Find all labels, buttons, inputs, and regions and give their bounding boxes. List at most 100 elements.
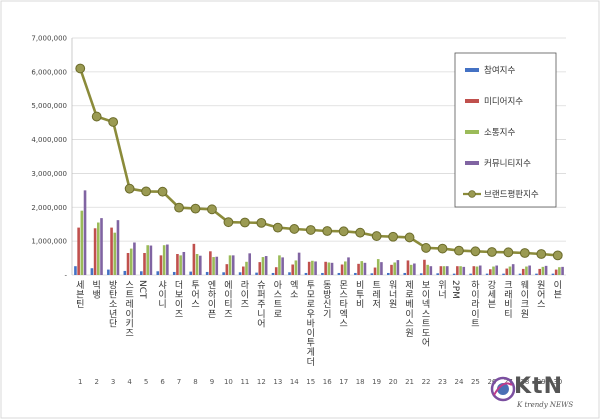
- line-point: [437, 243, 448, 254]
- rank-label: 25: [471, 378, 480, 386]
- rank-label: 10: [224, 378, 233, 386]
- y-tick-label: 3,000,000: [31, 170, 67, 178]
- bar-1: [140, 271, 143, 275]
- category-label: 2PM: [450, 280, 460, 299]
- bar-1: [419, 273, 423, 275]
- legend-label: 미디어지수: [484, 96, 523, 107]
- line-point: [470, 246, 481, 257]
- bar-4: [182, 251, 186, 275]
- bar-2: [357, 263, 360, 275]
- legend-label: 커뮤니티지수: [484, 158, 531, 169]
- brand-index-line: [75, 63, 563, 261]
- bar-4: [462, 266, 466, 275]
- line-point: [141, 186, 152, 197]
- line-point: [371, 231, 382, 241]
- bar-4: [363, 262, 367, 275]
- bar-1: [370, 273, 374, 275]
- bar-2: [390, 264, 393, 275]
- y-tick-label: -: [64, 272, 67, 280]
- bar-2: [406, 260, 410, 275]
- bar-1: [255, 272, 258, 275]
- bar-4: [528, 265, 531, 275]
- rank-label: 8: [193, 378, 197, 386]
- bar-3: [442, 266, 446, 275]
- line-point: [190, 203, 201, 214]
- bar-1: [518, 273, 522, 275]
- bar-4: [297, 252, 301, 275]
- rank-label: 29: [537, 378, 546, 386]
- rank-label: 5: [144, 378, 148, 386]
- bar-1: [403, 272, 407, 275]
- bar-3: [409, 264, 413, 275]
- bar-2: [340, 264, 344, 275]
- bar-3: [80, 210, 84, 275]
- rank-label: 3: [111, 378, 115, 386]
- bar-2: [274, 267, 278, 275]
- line-point: [355, 227, 366, 238]
- bar-3: [179, 255, 182, 275]
- line-point: [157, 186, 168, 197]
- bar-3: [294, 260, 298, 275]
- bar-2: [242, 266, 245, 275]
- bar-2: [456, 266, 459, 275]
- bar-1: [107, 269, 110, 275]
- rank-label: 16: [323, 378, 332, 386]
- bar-2: [159, 255, 163, 275]
- bar-1: [172, 271, 176, 275]
- rank-label: 7: [177, 378, 181, 386]
- bar-2: [291, 264, 294, 275]
- legend-swatch: [465, 99, 479, 103]
- bar-3: [129, 248, 133, 275]
- bar-4: [133, 242, 136, 275]
- line-point: [207, 204, 217, 215]
- bar-3: [558, 267, 561, 275]
- bar-2: [126, 252, 130, 275]
- legend-swatch: [465, 130, 479, 134]
- rank-label: 20: [389, 378, 398, 386]
- line-point: [552, 250, 563, 261]
- rank-label: 6: [160, 378, 165, 386]
- legend-label: 소통지수: [484, 128, 515, 138]
- ktn-logo: KtN K trendy NEWS: [490, 374, 600, 419]
- rank-label: 26: [487, 378, 496, 386]
- bar-3: [475, 266, 479, 275]
- bar-3: [459, 266, 462, 275]
- rank-label: 11: [240, 378, 249, 386]
- bar-1: [354, 272, 357, 275]
- line-point: [223, 217, 234, 228]
- rank-label: 19: [372, 378, 381, 386]
- bar-2: [143, 252, 146, 275]
- line-point: [519, 248, 530, 258]
- line-point: [124, 183, 135, 194]
- line-point: [75, 63, 86, 74]
- rank-label: 15: [306, 378, 315, 386]
- rank-label: 17: [339, 378, 348, 386]
- bar-2: [225, 264, 229, 275]
- bar-3: [261, 257, 265, 275]
- bar-4: [215, 256, 219, 275]
- bar-3: [376, 259, 380, 275]
- bar-3: [278, 255, 281, 275]
- line-point: [174, 202, 184, 213]
- rank-label: 24: [455, 378, 464, 386]
- rank-label: 22: [422, 378, 431, 386]
- legend-swatch: [465, 161, 479, 165]
- legend-label: 브랜드평판지수: [484, 189, 539, 200]
- bar-2: [258, 262, 262, 275]
- bar-4: [478, 265, 482, 275]
- bar-4: [100, 218, 103, 275]
- bar-4: [248, 253, 251, 275]
